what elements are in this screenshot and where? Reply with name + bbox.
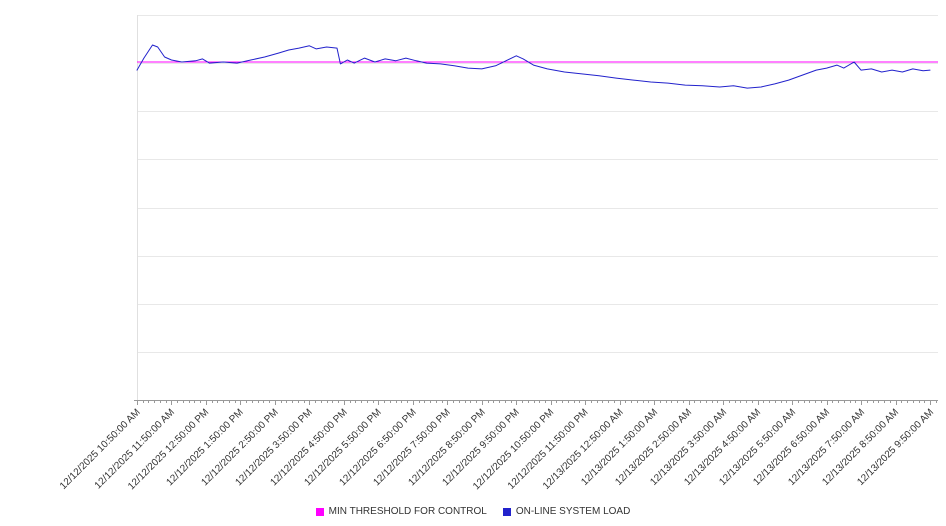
legend-item-min-threshold: MIN THRESHOLD FOR CONTROL [315,506,487,517]
legend-swatch-magenta-icon [315,507,324,516]
legend-label-min-threshold: MIN THRESHOLD FOR CONTROL [328,506,487,517]
system-load-line [136,44,931,89]
legend-swatch-blue-icon [502,507,511,516]
legend-item-system-load: ON-LINE SYSTEM LOAD [502,506,631,517]
chart-legend: MIN THRESHOLD FOR CONTROL ON-LINE SYSTEM… [0,506,946,517]
legend-label-system-load: ON-LINE SYSTEM LOAD [515,506,631,517]
